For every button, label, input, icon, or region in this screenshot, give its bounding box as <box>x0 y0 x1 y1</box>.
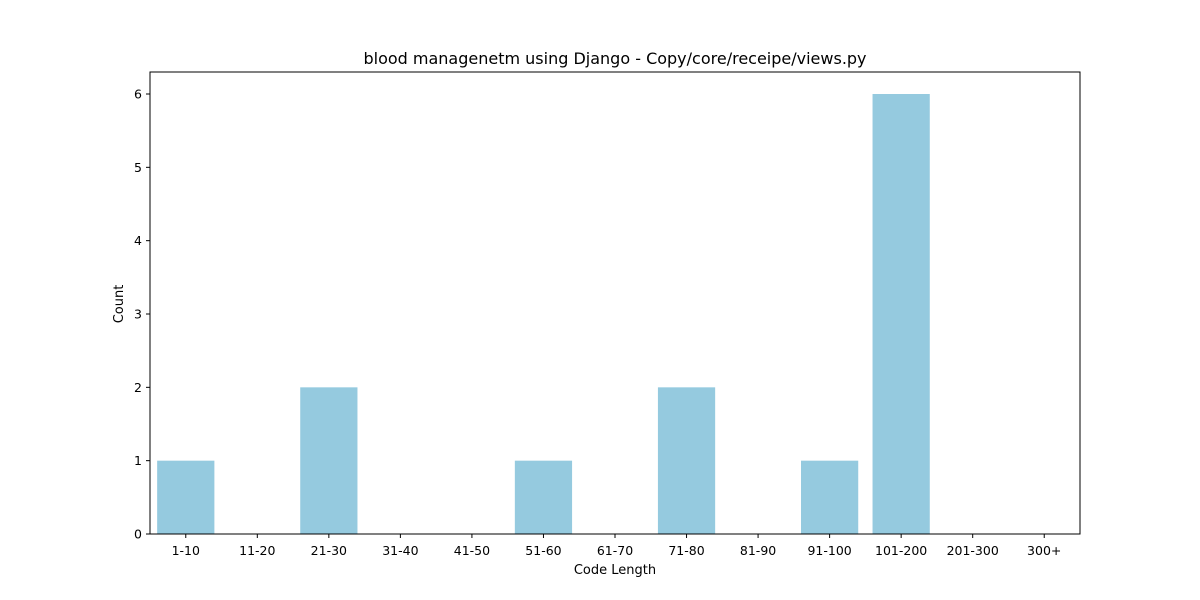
bar-71-80 <box>657 387 716 534</box>
x-tick-label: 1-10 <box>172 543 200 558</box>
x-tick-label: 300+ <box>1027 543 1061 558</box>
y-tick-label: 5 <box>134 160 142 175</box>
x-tick-label: 21-30 <box>311 543 347 558</box>
x-tick-label: 201-300 <box>947 543 999 558</box>
bar-101-200 <box>872 94 930 534</box>
y-tick-label: 2 <box>134 380 142 395</box>
x-tick-label: 71-80 <box>668 543 704 558</box>
chart-title: blood managenetm using Django - Copy/cor… <box>363 49 866 68</box>
y-axis: 0 1 2 3 4 5 6 <box>134 87 150 542</box>
y-tick-label: 1 <box>134 453 142 468</box>
x-axis-label: Code Length <box>574 563 656 578</box>
bar-21-30 <box>300 387 358 534</box>
x-tick-label: 51-60 <box>525 543 561 558</box>
plot-frame <box>149 71 1081 535</box>
y-tick-label: 6 <box>134 87 142 102</box>
bar-51-60 <box>514 460 573 534</box>
x-tick-label: 81-90 <box>740 543 776 558</box>
x-axis: 1-10 11-20 21-30 31-40 41-50 51-60 61-70 71-80 8… <box>172 534 1061 558</box>
x-tick-label: 31-40 <box>382 543 418 558</box>
x-tick-label: 41-50 <box>454 543 490 558</box>
x-tick-label: 91-100 <box>807 543 851 558</box>
y-tick-label: 3 <box>134 307 142 322</box>
x-tick-label: 61-70 <box>597 543 633 558</box>
y-tick-label: 4 <box>134 233 142 248</box>
x-tick-label: 11-20 <box>239 543 275 558</box>
bar-1-10 <box>157 460 215 534</box>
bar-91-100 <box>801 460 859 534</box>
y-axis-label: Count <box>112 285 127 324</box>
bars-group <box>157 94 930 534</box>
x-tick-label: 101-200 <box>875 543 927 558</box>
y-tick-label: 0 <box>134 527 142 542</box>
